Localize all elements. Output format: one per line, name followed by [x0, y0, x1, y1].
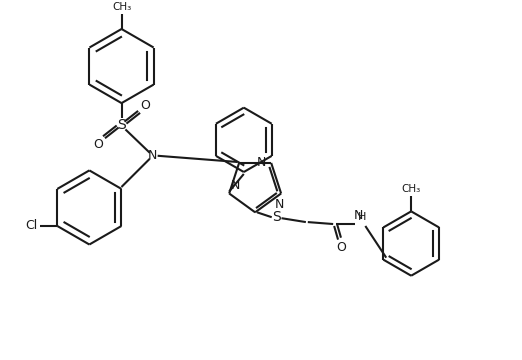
- Text: N: N: [257, 157, 266, 170]
- Text: CH₃: CH₃: [112, 3, 131, 12]
- Text: CH₃: CH₃: [401, 184, 421, 194]
- Text: S: S: [272, 210, 281, 224]
- Text: O: O: [93, 138, 103, 150]
- Text: N: N: [148, 149, 158, 162]
- Text: N: N: [354, 209, 363, 222]
- Text: O: O: [140, 99, 150, 112]
- Text: H: H: [358, 212, 366, 222]
- Text: N: N: [275, 198, 284, 211]
- Text: Cl: Cl: [26, 220, 38, 233]
- Text: N: N: [231, 179, 241, 192]
- Text: O: O: [336, 241, 346, 254]
- Text: S: S: [117, 118, 126, 131]
